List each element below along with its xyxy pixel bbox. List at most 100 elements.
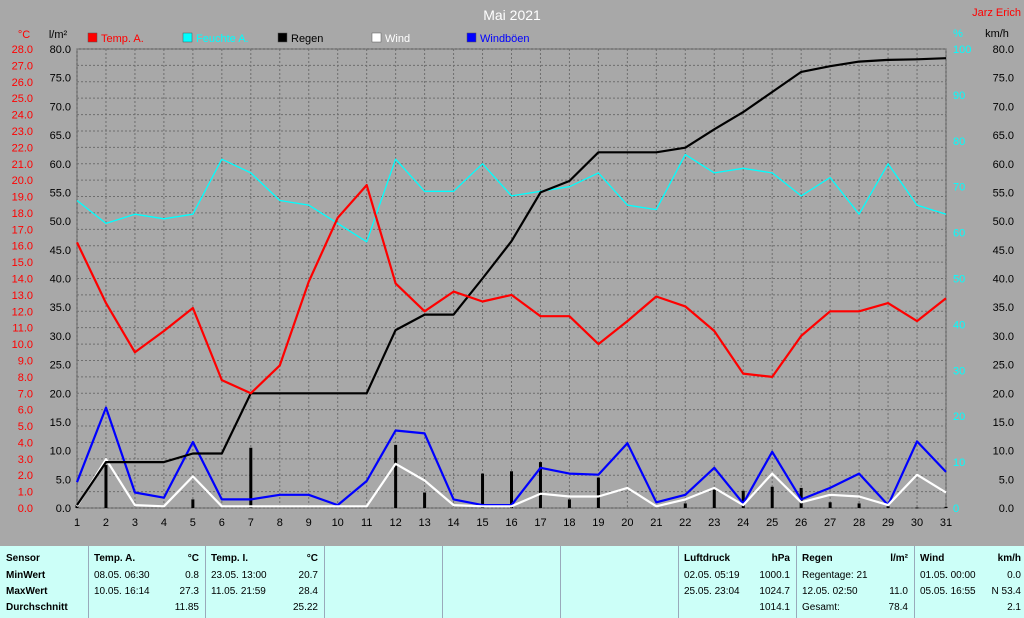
chart-title: Mai 2021 xyxy=(483,7,541,23)
rain-bar xyxy=(75,505,79,508)
temp-inside-min-value: 20.7 xyxy=(298,570,318,581)
temp-outside-unit: °C xyxy=(187,553,199,564)
temp-tick-label: 18.0 xyxy=(12,208,33,220)
day-tick-label: 17 xyxy=(534,517,546,529)
day-tick-label: 16 xyxy=(505,517,517,529)
rain-tick-label: 70.0 xyxy=(50,101,71,113)
temp-inside-column: Temp. I. °C 23.05. 13:00 20.7 11.05. 21:… xyxy=(205,546,325,618)
day-tick-label: 2 xyxy=(103,517,109,529)
rain-tick-label: 35.0 xyxy=(50,302,71,314)
rain-tick-label: 75.0 xyxy=(50,73,71,85)
wind-tick-label: 80.0 xyxy=(993,44,1014,56)
rain-bar xyxy=(683,503,687,508)
temp-tick-label: 28.0 xyxy=(12,44,33,56)
legend-swatch xyxy=(371,32,382,43)
day-tick-label: 28 xyxy=(853,517,865,529)
wind-tick-label: 0.0 xyxy=(999,503,1014,515)
empty-column-2 xyxy=(442,546,561,618)
wind-unit-label: km/h xyxy=(985,28,1009,40)
temp-outside-min-value: 0.8 xyxy=(185,570,199,581)
wind-min-value: 0.0 xyxy=(1007,570,1021,581)
sensor-header: Sensor xyxy=(6,553,40,564)
rain-total-label: Gesamt: xyxy=(802,602,840,613)
rain-tick-label: 15.0 xyxy=(50,417,71,429)
rain-tick-label: 50.0 xyxy=(50,216,71,228)
day-tick-label: 7 xyxy=(248,517,254,529)
temp-tick-label: 11.0 xyxy=(12,323,33,335)
temp-tick-label: 25.0 xyxy=(12,93,33,105)
day-tick-label: 4 xyxy=(161,517,167,529)
rain-bar xyxy=(596,477,600,508)
day-tick-label: 20 xyxy=(621,517,633,529)
legend-label: Feuchte A. xyxy=(196,33,249,45)
rain-tick-label: 10.0 xyxy=(50,446,71,458)
series-line-temp-a xyxy=(76,184,947,395)
series-line-feuchte-a xyxy=(76,153,947,243)
series-line-wind xyxy=(76,458,947,508)
rain-tick-label: 80.0 xyxy=(50,44,71,56)
day-tick-label: 11 xyxy=(361,517,372,529)
wind-tick-label: 35.0 xyxy=(993,302,1014,314)
legend-swatch xyxy=(466,32,477,43)
pressure-column: Luftdruck hPa 02.05. 05:19 1000.1 25.05.… xyxy=(678,546,797,618)
day-tick-label: 9 xyxy=(306,517,312,529)
temp-tick-label: 6.0 xyxy=(18,405,33,417)
legend-label: Temp. A. xyxy=(101,33,144,45)
day-tick-label: 19 xyxy=(592,517,604,529)
temp-tick-label: 17.0 xyxy=(12,224,33,236)
temp-inside-max-value: 28.4 xyxy=(298,586,318,597)
wind-tick-label: 70.0 xyxy=(993,101,1014,113)
temp-tick-label: 7.0 xyxy=(18,388,33,400)
sensor-column: Sensor MinWert MaxWert Durchschnitt xyxy=(0,546,89,618)
day-tick-label: 26 xyxy=(795,517,807,529)
row-label-avg: Durchschnitt xyxy=(6,602,68,613)
wind-tick-label: 20.0 xyxy=(993,388,1014,400)
temp-tick-label: 3.0 xyxy=(18,454,33,466)
wind-tick-label: 25.0 xyxy=(993,360,1014,372)
chart-series xyxy=(75,57,947,508)
day-tick-label: 6 xyxy=(219,517,225,529)
temp-tick-label: 27.0 xyxy=(12,60,33,72)
weather-chart: Mai 2021 Jarz Erich °C l/m² % km/h Temp.… xyxy=(12,7,1021,529)
legend-swatch xyxy=(182,32,193,43)
chart-grid xyxy=(76,48,947,509)
rain-tick-label: 25.0 xyxy=(50,360,71,372)
humidity-tick-label: 20 xyxy=(953,411,965,423)
temp-tick-label: 8.0 xyxy=(18,372,33,384)
humidity-tick-label: 0 xyxy=(953,503,959,515)
day-tick-label: 18 xyxy=(563,517,575,529)
temp-tick-label: 5.0 xyxy=(18,421,33,433)
rain-bar xyxy=(857,503,861,508)
rain-tick-label: 40.0 xyxy=(50,274,71,286)
rain-bar xyxy=(538,462,542,508)
rain-bar xyxy=(394,444,398,508)
row-label-min: MinWert xyxy=(6,570,46,581)
rain-bar xyxy=(423,492,427,508)
wind-max-time: 05.05. 16:55 xyxy=(920,586,976,597)
pressure-unit: hPa xyxy=(771,553,790,564)
empty-column-1 xyxy=(324,546,443,618)
pressure-min-value: 1000.1 xyxy=(759,570,790,581)
wind-tick-label: 50.0 xyxy=(993,216,1014,228)
temp-inside-avg-value: 25.22 xyxy=(292,602,318,613)
temp-tick-label: 16.0 xyxy=(12,241,33,253)
humidity-unit-label: % xyxy=(953,28,963,40)
series-line-windb-en xyxy=(75,406,947,507)
pressure-max-value: 1024.7 xyxy=(759,586,790,597)
temp-outside-max-value: 27.3 xyxy=(179,586,199,597)
wind-tick-label: 60.0 xyxy=(993,159,1014,171)
temp-tick-label: 23.0 xyxy=(12,126,33,138)
rain-tick-label: 60.0 xyxy=(50,159,71,171)
temp-outside-max-time: 10.05. 16:14 xyxy=(94,586,150,597)
humidity-tick-label: 50 xyxy=(953,274,965,286)
day-tick-label: 15 xyxy=(476,517,488,529)
temp-tick-label: 4.0 xyxy=(18,437,33,449)
day-tick-label: 23 xyxy=(708,517,720,529)
rain-bar xyxy=(510,471,513,508)
legend-label: Windböen xyxy=(480,33,530,45)
rain-days-text: Regentage: 21 xyxy=(802,570,868,581)
humidity-tick-label: 10 xyxy=(953,457,965,469)
rain-bar xyxy=(191,499,195,508)
wind-tick-label: 75.0 xyxy=(993,73,1014,85)
empty-column-3 xyxy=(560,546,679,618)
